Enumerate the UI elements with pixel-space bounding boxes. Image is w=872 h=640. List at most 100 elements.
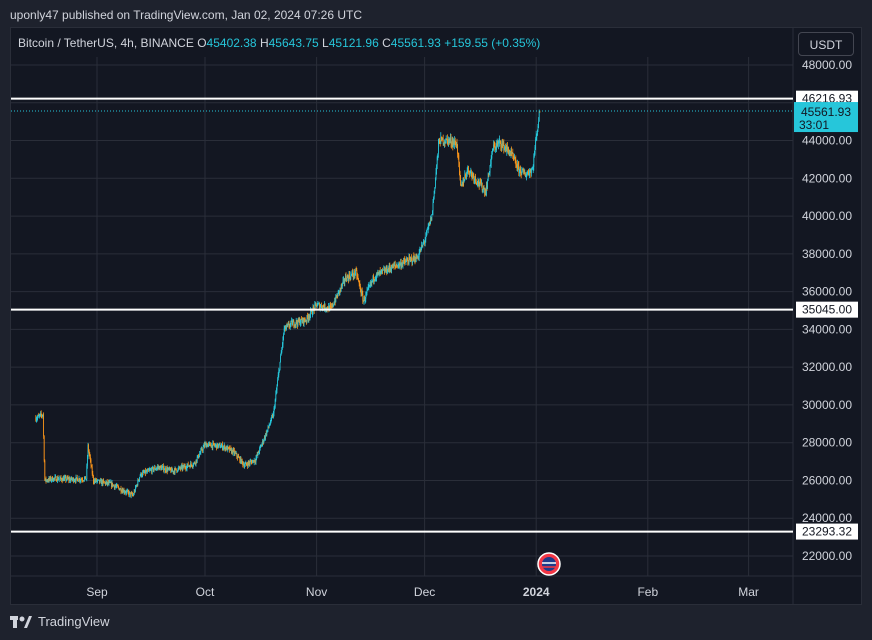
- currency-button[interactable]: USDT: [798, 32, 854, 56]
- candle-body: [505, 147, 506, 150]
- candle-body: [318, 303, 319, 305]
- candle-body: [133, 494, 134, 496]
- candle-body: [205, 443, 206, 445]
- candle-body: [222, 447, 224, 449]
- x-axis: Sep Oct Nov Dec 2024 Feb Mar: [86, 585, 759, 599]
- candle-body: [438, 143, 439, 154]
- candle-body: [363, 301, 364, 303]
- candle-body: [486, 185, 487, 196]
- candle-body: [399, 262, 400, 266]
- candle-body: [135, 486, 137, 488]
- candle-body: [520, 168, 521, 174]
- candle-body: [383, 269, 385, 271]
- y-tick-label: 48000.00: [802, 58, 852, 72]
- candle-body: [324, 304, 325, 309]
- candle-body: [79, 480, 81, 482]
- candle-body: [518, 165, 520, 173]
- candle-body: [231, 448, 232, 453]
- y-axis: 22000.00 24000.00 26000.00 28000.00 30000.00…: [802, 58, 852, 563]
- candle-body: [508, 151, 510, 156]
- candle-body: [513, 156, 515, 159]
- candle-body: [249, 462, 250, 464]
- candle-body: [351, 274, 352, 276]
- candle-body: [366, 290, 368, 294]
- candle-body: [501, 146, 502, 148]
- candle-body: [435, 172, 437, 179]
- x-tick-label: Nov: [306, 585, 327, 599]
- candle-body: [439, 143, 441, 145]
- candle-body: [516, 166, 518, 170]
- candle-body: [277, 375, 279, 381]
- candle-body: [322, 305, 323, 309]
- tradingview-footer[interactable]: TradingView: [10, 614, 110, 629]
- candle-body: [456, 142, 457, 147]
- candle-body: [154, 467, 156, 470]
- change-value: +159.55 (+0.35%): [444, 36, 541, 50]
- candle-body: [455, 143, 457, 147]
- candle-body: [142, 472, 143, 476]
- candle-body: [156, 468, 157, 470]
- candle-body: [81, 479, 82, 481]
- candle-body: [483, 188, 484, 190]
- candle-body: [384, 269, 385, 273]
- candle-body: [370, 282, 371, 286]
- candle-body: [50, 477, 52, 481]
- candle-body: [349, 274, 350, 278]
- candle-body: [279, 361, 281, 370]
- candle-body: [103, 480, 104, 482]
- candle-body: [510, 150, 512, 154]
- candle-body: [245, 462, 247, 465]
- candle-body: [315, 303, 316, 305]
- candle-body: [184, 465, 185, 468]
- candle-body: [280, 352, 282, 356]
- candle-body: [514, 158, 515, 160]
- candle-body: [84, 476, 86, 478]
- candle-body: [221, 444, 223, 446]
- candle-body: [312, 313, 313, 315]
- candle-body: [376, 272, 377, 278]
- candle-body: [313, 307, 314, 309]
- candle-body: [280, 355, 281, 362]
- candle-body: [375, 277, 377, 279]
- candle-body: [151, 467, 153, 473]
- candle-body: [104, 482, 106, 484]
- candle-body: [58, 478, 60, 480]
- candle-body: [95, 479, 97, 482]
- candle-body: [390, 268, 391, 270]
- candle-body: [171, 468, 172, 473]
- candle-body: [324, 304, 326, 310]
- candle-body: [406, 259, 407, 261]
- x-tick-label: Mar: [738, 585, 759, 599]
- candle-body: [68, 478, 70, 481]
- candle-body: [198, 454, 199, 458]
- candle-body: [73, 480, 75, 482]
- candle-body: [384, 269, 386, 273]
- candle-body: [175, 468, 177, 470]
- candle-body: [237, 456, 239, 458]
- candle-body: [511, 150, 512, 154]
- candle-body: [116, 484, 118, 487]
- candle-body: [424, 239, 426, 243]
- candle-body: [204, 444, 205, 447]
- candle-body: [400, 262, 402, 267]
- candle-body: [45, 478, 47, 481]
- us-flag-icon: [542, 557, 556, 571]
- candle-body: [307, 315, 308, 318]
- candle-body: [413, 256, 415, 260]
- candle-body: [49, 477, 50, 480]
- candle-body: [498, 142, 499, 145]
- candle-body: [90, 459, 92, 466]
- candle-body: [496, 143, 497, 149]
- candle-body: [173, 470, 175, 473]
- candle-body: [70, 479, 71, 481]
- candle-body: [525, 175, 527, 177]
- chart-panel[interactable]: [10, 27, 862, 605]
- candle-body: [185, 467, 187, 469]
- candle-body: [46, 480, 48, 482]
- candle-body: [465, 175, 467, 177]
- candle-body: [495, 147, 497, 149]
- candle-body: [414, 256, 416, 261]
- candle-body: [531, 168, 533, 170]
- candle-body: [85, 476, 86, 480]
